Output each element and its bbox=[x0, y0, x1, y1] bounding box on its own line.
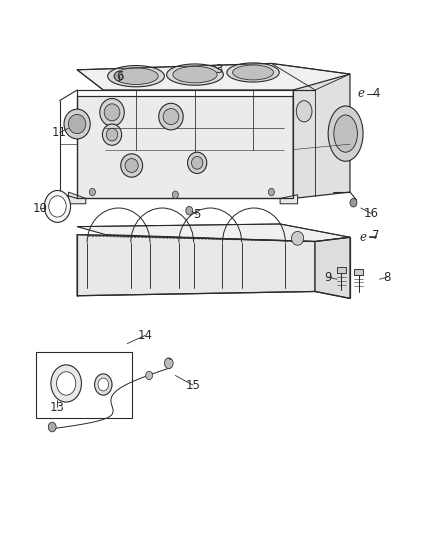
Text: 15: 15 bbox=[185, 378, 200, 392]
Ellipse shape bbox=[334, 115, 357, 152]
Ellipse shape bbox=[163, 109, 179, 125]
Ellipse shape bbox=[106, 128, 118, 141]
Ellipse shape bbox=[233, 65, 273, 80]
Polygon shape bbox=[77, 96, 293, 198]
Ellipse shape bbox=[296, 101, 312, 122]
Text: 6: 6 bbox=[116, 70, 123, 83]
Bar bbox=[354, 269, 363, 275]
Polygon shape bbox=[77, 63, 350, 90]
Circle shape bbox=[115, 71, 123, 81]
Circle shape bbox=[186, 206, 193, 215]
Circle shape bbox=[89, 188, 95, 196]
Ellipse shape bbox=[291, 231, 304, 245]
Ellipse shape bbox=[159, 103, 183, 130]
Text: 16: 16 bbox=[364, 207, 378, 220]
Polygon shape bbox=[77, 235, 315, 296]
Circle shape bbox=[268, 188, 275, 196]
Ellipse shape bbox=[227, 63, 279, 82]
Polygon shape bbox=[77, 224, 350, 241]
Ellipse shape bbox=[125, 159, 138, 172]
Circle shape bbox=[57, 372, 76, 395]
Ellipse shape bbox=[114, 68, 158, 84]
Text: e: e bbox=[358, 87, 365, 100]
Ellipse shape bbox=[100, 99, 124, 126]
Circle shape bbox=[172, 191, 178, 198]
Ellipse shape bbox=[173, 66, 217, 83]
Circle shape bbox=[51, 365, 81, 402]
Ellipse shape bbox=[328, 106, 363, 161]
Circle shape bbox=[98, 378, 109, 391]
Circle shape bbox=[95, 374, 112, 395]
Text: 5: 5 bbox=[194, 208, 201, 221]
Polygon shape bbox=[280, 195, 297, 204]
Ellipse shape bbox=[191, 157, 203, 169]
Polygon shape bbox=[315, 237, 350, 298]
Text: 4: 4 bbox=[372, 87, 380, 100]
Text: 8: 8 bbox=[383, 271, 391, 284]
Ellipse shape bbox=[121, 154, 143, 177]
Ellipse shape bbox=[166, 64, 223, 85]
Text: 11: 11 bbox=[52, 126, 67, 139]
Text: 9: 9 bbox=[325, 271, 332, 284]
Text: 7: 7 bbox=[372, 229, 380, 242]
Text: 3: 3 bbox=[215, 63, 223, 76]
Ellipse shape bbox=[68, 115, 86, 134]
Polygon shape bbox=[68, 192, 86, 204]
Bar bbox=[35, 352, 132, 418]
Ellipse shape bbox=[102, 124, 122, 146]
Ellipse shape bbox=[104, 104, 120, 121]
Text: 14: 14 bbox=[137, 329, 152, 342]
Circle shape bbox=[164, 358, 173, 368]
Text: e: e bbox=[360, 231, 367, 244]
Text: 13: 13 bbox=[50, 401, 65, 414]
Polygon shape bbox=[293, 74, 350, 198]
Ellipse shape bbox=[108, 66, 164, 87]
Circle shape bbox=[350, 198, 357, 207]
Ellipse shape bbox=[64, 109, 90, 139]
Bar bbox=[337, 267, 346, 273]
Circle shape bbox=[146, 371, 152, 379]
Ellipse shape bbox=[187, 152, 207, 173]
Text: 10: 10 bbox=[32, 201, 47, 214]
Circle shape bbox=[48, 422, 56, 432]
Circle shape bbox=[44, 190, 71, 222]
Circle shape bbox=[49, 196, 66, 217]
